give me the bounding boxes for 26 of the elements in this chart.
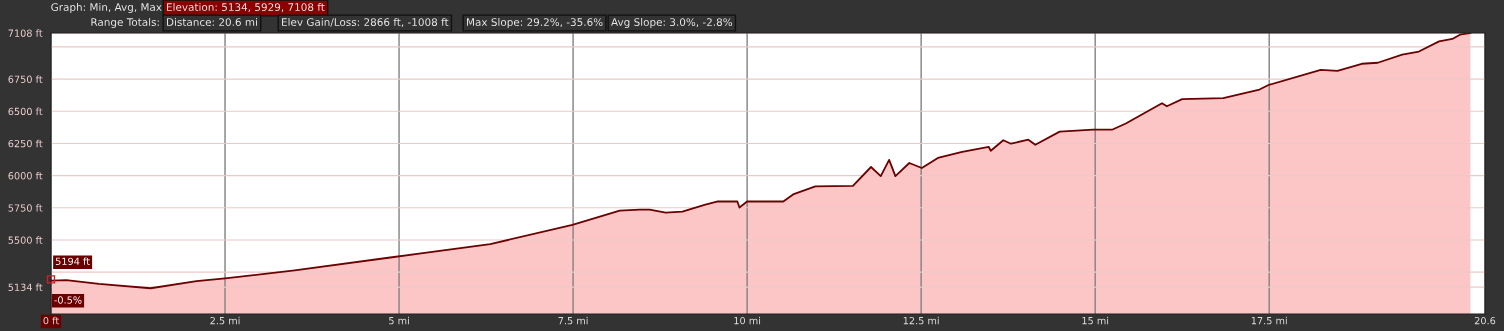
y-tick-label: 7108 ft [8, 29, 43, 37]
y-tick-label: 5134 ft [8, 283, 43, 291]
y-tick-label: 5750 ft [8, 204, 43, 212]
x-tick-label: 7.5 mi [558, 316, 588, 325]
y-tick-label: 6000 ft [8, 171, 43, 180]
annotation: -0.5% [54, 296, 82, 304]
text: Graph: Min, Avg, Max [51, 2, 162, 14]
x-tick-label: 17.5 mi [1251, 316, 1287, 325]
text: Max Slope: 29.2%, -35.6% [467, 17, 603, 29]
text: Distance: 20.6 mi [167, 17, 257, 27]
x-tick-label: 12.5 mi [903, 316, 939, 325]
x-tick-label: 15 mi [1082, 316, 1109, 325]
y-tick-label: 6500 ft [8, 107, 43, 116]
y-tick-label: 6750 ft [8, 75, 43, 83]
text: Elev Gain/Loss: 2866 ft, -1008 ft [282, 17, 449, 28]
x-tick-label: 20.6 [1474, 316, 1496, 325]
x-tick-label: 5 mi [389, 316, 409, 325]
text: Avg Slope: 3.0%, -2.8% [611, 17, 733, 29]
y-tick-label: 6250 ft [8, 139, 43, 148]
x-tick-label: 10 mi [734, 316, 761, 325]
annotation: 5194 ft [55, 257, 90, 265]
text: Range Totals: [91, 17, 159, 29]
x-tick-label: 2.5 mi [210, 316, 240, 325]
text: Elevation: 5134, 5929, 7108 ft [167, 2, 325, 13]
y-tick-label: 5500 ft [8, 236, 43, 244]
x-tick-label: 0 ft [43, 316, 59, 325]
